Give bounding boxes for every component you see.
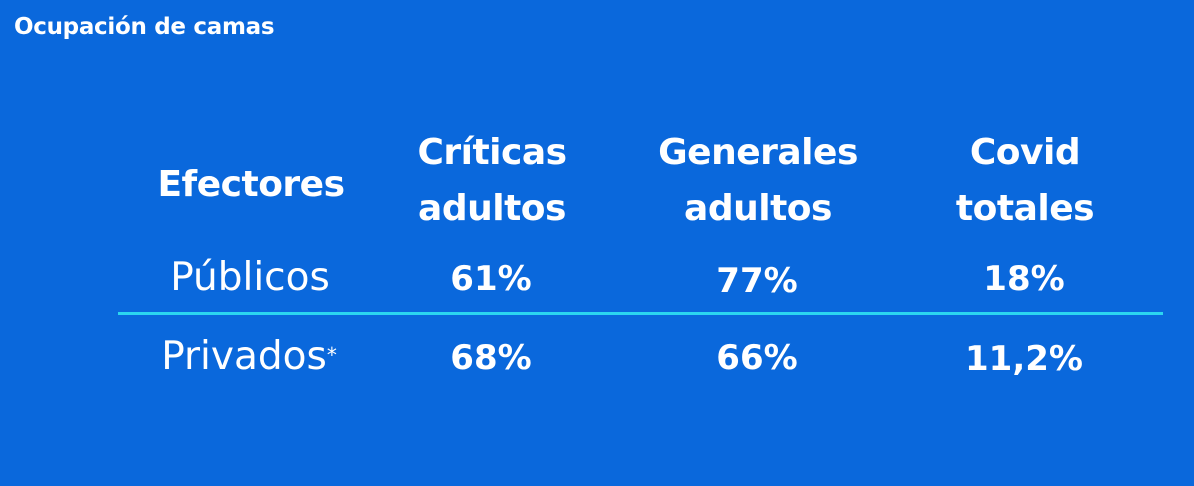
header-generales-line1: Generales: [658, 132, 858, 173]
value-privados-criticas: 68%: [450, 338, 532, 378]
header-criticas-line1: Críticas: [417, 132, 567, 173]
header-efectores: Efectores: [157, 164, 345, 205]
row-label-privados: Privados*: [161, 333, 337, 381]
header-covid-line1: Covid: [969, 132, 1081, 173]
footnote-marker: *: [326, 343, 337, 367]
row-label-publicos: Públicos: [170, 254, 330, 302]
header-covid-line2: totales: [955, 188, 1095, 229]
value-publicos-criticas: 61%: [450, 259, 532, 299]
value-publicos-generales: 77%: [716, 261, 798, 301]
header-covid-totales: Covid totales: [955, 125, 1095, 237]
row-label-text: Públicos: [170, 255, 330, 300]
row-divider: [118, 312, 1163, 315]
header-generales-adultos: Generales adultos: [658, 125, 858, 237]
header-generales-line2: adultos: [684, 188, 832, 229]
value-privados-generales: 66%: [716, 338, 798, 378]
header-criticas-adultos: Críticas adultos: [417, 125, 567, 237]
header-criticas-line2: adultos: [418, 188, 566, 229]
value-publicos-covid: 18%: [983, 259, 1065, 299]
row-label-text: Privados: [161, 334, 327, 379]
page-title: Ocupación de camas: [14, 14, 275, 40]
value-privados-covid: 11,2%: [965, 339, 1083, 379]
